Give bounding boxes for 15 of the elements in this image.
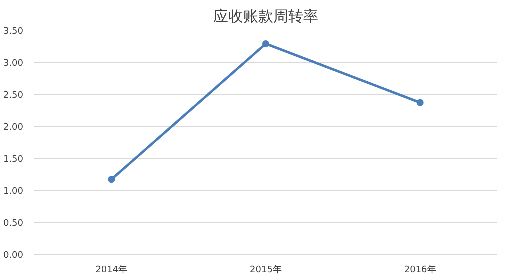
y-tick-label: 0.00	[3, 251, 24, 261]
y-tick-label: 1.50	[3, 155, 24, 165]
y-tick-label: 2.50	[3, 91, 24, 101]
point	[108, 176, 116, 184]
x-tick-label: 2014年	[96, 264, 128, 276]
y-tick-label: 1.00	[3, 187, 24, 197]
chart-title: 应收账款周转率	[214, 8, 318, 26]
point	[262, 40, 270, 48]
y-tick-label: 3.50	[3, 27, 24, 37]
y-tick-label: 3.00	[3, 59, 24, 69]
point	[416, 99, 424, 106]
y-tick-label: 0.50	[3, 219, 24, 229]
x-tick-label: 2015年	[250, 264, 282, 276]
y-tick-label: 2.00	[3, 123, 24, 133]
x-tick-label: 2016年	[404, 264, 436, 276]
